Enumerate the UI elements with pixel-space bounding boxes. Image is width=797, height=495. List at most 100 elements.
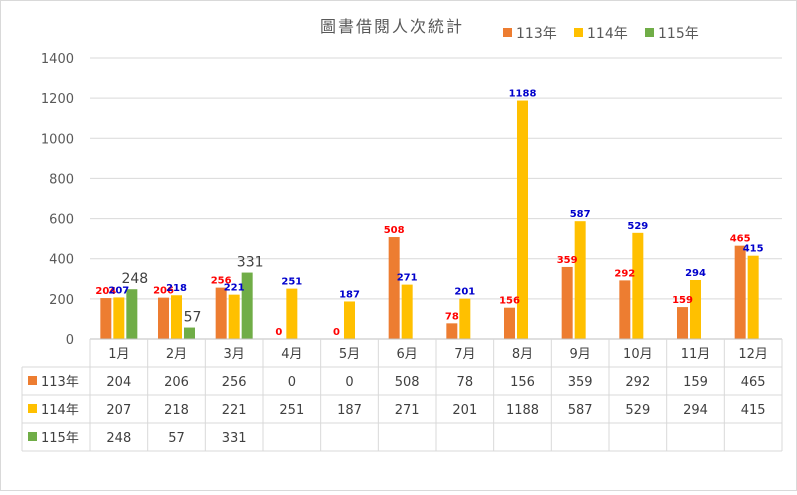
gridlines (90, 57, 782, 300)
legend: 113年 114年 115年 (503, 26, 699, 42)
category-label: 7月 (454, 347, 475, 362)
y-tick-label: 0 (66, 333, 74, 348)
data-label: 508 (384, 225, 405, 236)
table-series-name: 113年 (41, 375, 79, 390)
table-cell: 529 (625, 403, 650, 418)
table-cell: 57 (168, 431, 185, 446)
table-cell: 1188 (506, 403, 539, 418)
data-label: 207 (108, 285, 129, 296)
y-tick-label: 1000 (41, 132, 74, 147)
table-cell: 159 (683, 375, 708, 390)
data-label: 251 (281, 277, 302, 288)
data-label: 529 (627, 221, 648, 232)
bar (171, 295, 182, 339)
data-label: 415 (743, 244, 764, 255)
data-label: 218 (166, 283, 187, 294)
legend-key (574, 28, 583, 37)
table-cell: 187 (337, 403, 362, 418)
table-cell: 204 (106, 375, 131, 390)
data-label: 156 (499, 296, 520, 307)
table-cell: 465 (741, 375, 766, 390)
table-cell: 271 (395, 403, 420, 418)
table-series-name: 114年 (41, 403, 79, 418)
y-tick-label: 600 (49, 213, 74, 228)
table-cell: 415 (741, 403, 766, 418)
bar (734, 245, 746, 339)
data-label: 206 (153, 286, 174, 297)
data-label: 292 (614, 268, 635, 279)
bar (747, 255, 759, 339)
bar (228, 294, 240, 339)
category-label: 10月 (623, 347, 653, 362)
bar (574, 221, 586, 339)
category-label: 3月 (224, 347, 245, 362)
bar (619, 280, 631, 339)
legend-label: 113年 (516, 26, 557, 42)
bar (401, 284, 413, 339)
y-axis: 0 200 400 600 800 1000 1200 1400 (41, 52, 74, 348)
chart-title: 圖書借閱人次統計 (320, 17, 464, 36)
table-cell: 78 (457, 375, 474, 390)
y-tick-label: 200 (49, 293, 74, 308)
bar (690, 279, 701, 339)
table-cell: 201 (452, 403, 477, 418)
data-label: 57 (184, 310, 202, 326)
data-label: 587 (570, 209, 591, 220)
table-cell: 0 (345, 375, 353, 390)
data-label: 256 (211, 276, 232, 287)
data-label: 159 (672, 295, 693, 306)
category-label: 2月 (166, 347, 187, 362)
data-label: 0 (275, 327, 282, 338)
bar (100, 298, 112, 339)
bar (215, 287, 227, 339)
table-cell: 587 (568, 403, 593, 418)
legend-key (645, 28, 654, 37)
data-label: 204 (95, 286, 116, 297)
table-cell: 292 (625, 375, 650, 390)
y-tick-label: 1400 (41, 52, 74, 67)
data-label: 465 (730, 234, 751, 245)
bar (517, 100, 528, 340)
bar (158, 297, 169, 339)
y-tick-label: 800 (49, 172, 74, 187)
bar (286, 288, 298, 339)
table-cell: 331 (222, 431, 247, 446)
legend-label: 115年 (658, 26, 699, 42)
legend-label: 114年 (587, 26, 628, 42)
data-label: 359 (557, 255, 578, 266)
data-label: 331 (237, 255, 264, 271)
category-label: 9月 (570, 347, 591, 362)
data-label: 187 (339, 289, 360, 300)
bar (504, 307, 515, 339)
data-label: 201 (454, 287, 475, 298)
bar (459, 298, 471, 339)
table-cell: 508 (395, 375, 420, 390)
table-cell: 218 (164, 403, 189, 418)
bar (632, 232, 644, 339)
category-label: 5月 (339, 347, 360, 362)
table-cell: 251 (279, 403, 304, 418)
table-cell: 221 (222, 403, 247, 418)
category-label: 12月 (738, 347, 768, 362)
table-legend-key (28, 376, 37, 385)
legend-key (503, 28, 512, 37)
table-legend-key (28, 404, 37, 413)
data-label: 78 (445, 311, 459, 322)
category-label: 11月 (681, 347, 711, 362)
category-label: 4月 (281, 347, 302, 362)
bar (113, 297, 125, 339)
data-label: 0 (333, 327, 340, 338)
data-label: 1188 (509, 89, 537, 100)
bars (100, 100, 759, 340)
bar (561, 266, 573, 339)
data-label: 271 (397, 273, 418, 284)
table-cell: 206 (164, 375, 189, 390)
table-cell: 156 (510, 375, 535, 390)
bar (184, 327, 195, 339)
table-cell: 0 (288, 375, 296, 390)
y-tick-label: 400 (49, 253, 74, 268)
bar (446, 323, 458, 339)
table-cell: 294 (683, 403, 708, 418)
